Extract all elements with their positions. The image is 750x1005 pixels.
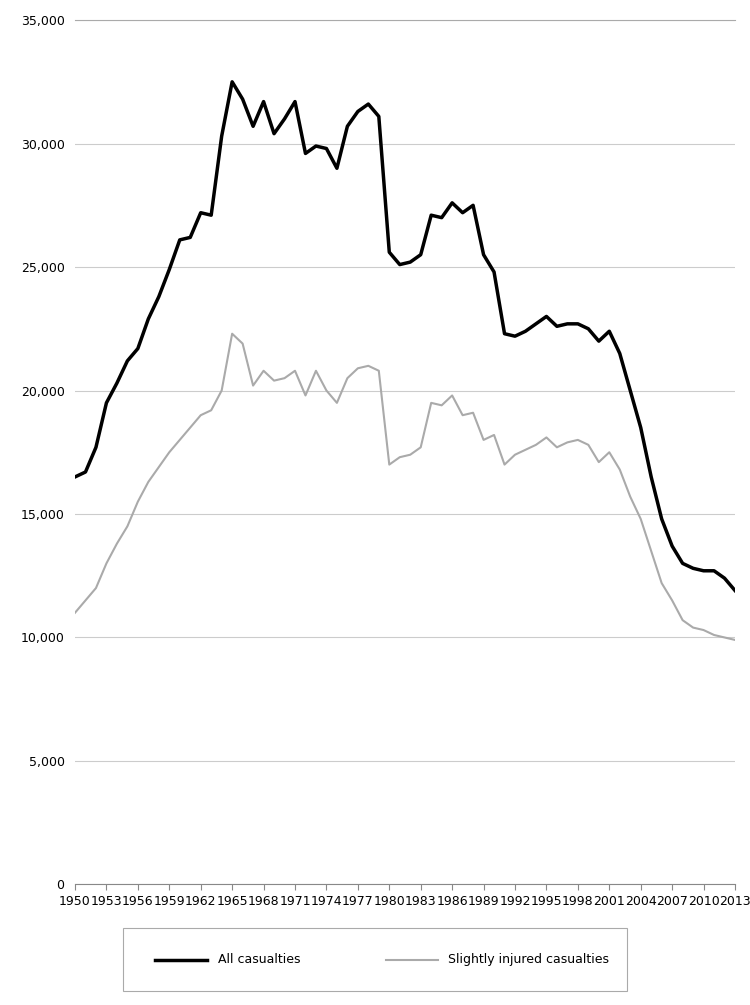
Text: Slightly injured casualties: Slightly injured casualties: [448, 954, 610, 966]
Line: All casualties: All casualties: [75, 81, 735, 591]
Slightly injured casualties: [353, 362, 362, 374]
Slightly injured casualties: [511, 448, 520, 460]
All casualties: [70, 471, 80, 483]
All casualties: [511, 331, 520, 343]
Slightly injured casualties: [730, 634, 740, 646]
All casualties: [730, 585, 740, 597]
All casualties: [154, 290, 164, 303]
Text: All casualties: All casualties: [217, 954, 300, 966]
Slightly injured casualties: [228, 328, 237, 340]
All casualties: [500, 328, 509, 340]
Slightly injured casualties: [500, 458, 509, 470]
FancyBboxPatch shape: [123, 929, 627, 991]
All casualties: [448, 197, 457, 209]
All casualties: [228, 75, 237, 87]
Slightly injured casualties: [70, 607, 80, 619]
Slightly injured casualties: [406, 448, 415, 460]
All casualties: [353, 106, 362, 118]
Slightly injured casualties: [154, 461, 164, 473]
Slightly injured casualties: [448, 389, 457, 401]
All casualties: [406, 256, 415, 268]
Line: Slightly injured casualties: Slightly injured casualties: [75, 334, 735, 640]
